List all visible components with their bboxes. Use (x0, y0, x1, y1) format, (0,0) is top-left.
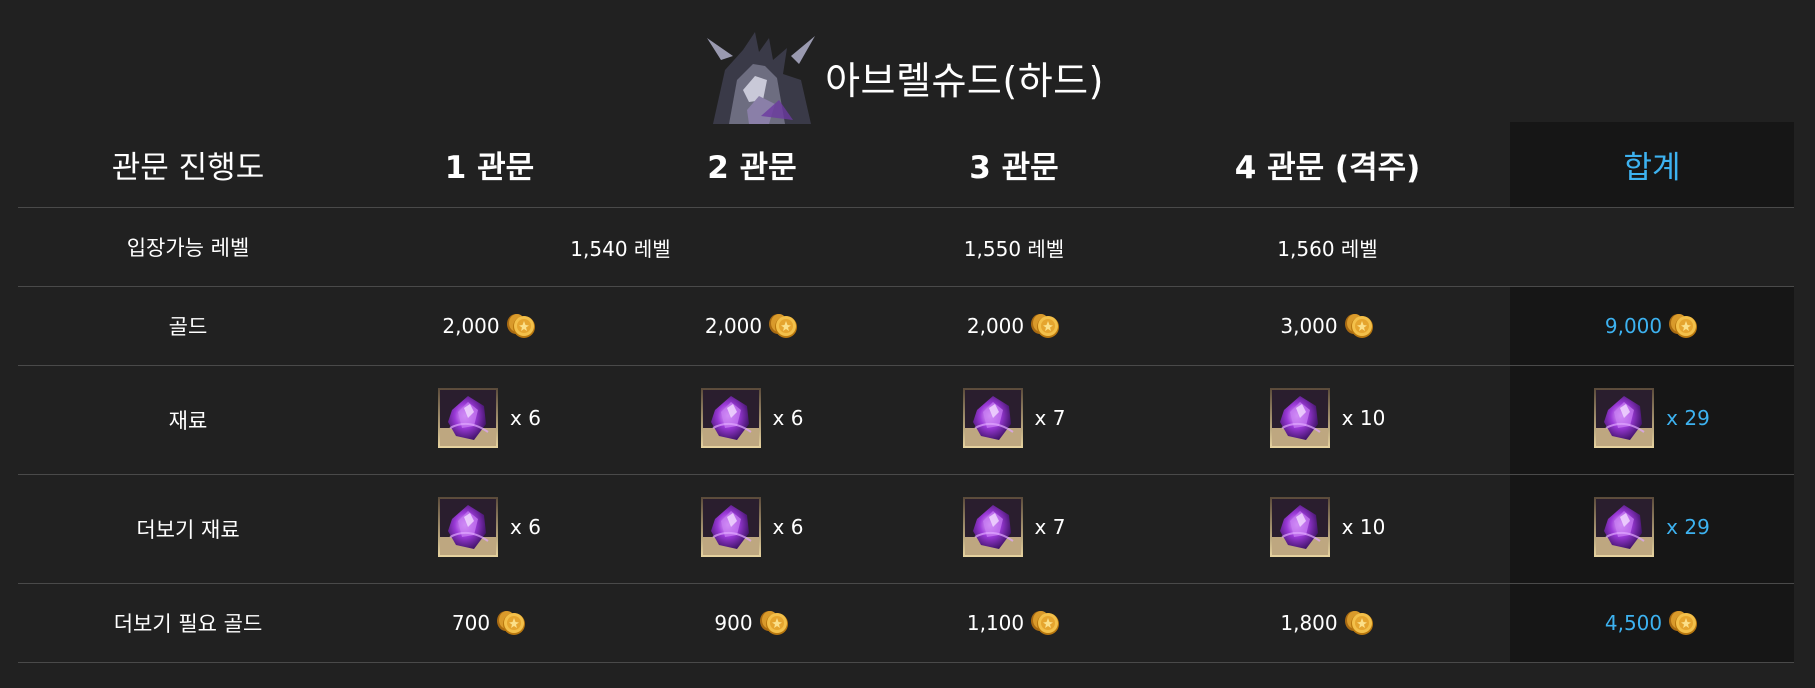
header-gate-2: 2 관문 (621, 122, 883, 208)
table-row-entry-level: 입장가능 레벨 1,540 레벨 1,550 레벨 1,560 레벨 (18, 207, 1794, 287)
purple-crystal-material-icon (963, 497, 1023, 557)
more-gold-gate-2: 900 (621, 583, 883, 663)
entry-level-total (1510, 207, 1794, 287)
header-gate-3: 3 관문 (883, 122, 1145, 208)
row-label-more-material: 더보기 재료 (18, 474, 358, 584)
gold-coin-icon (759, 609, 790, 637)
table-row-gold: 골드 2,000 2,000 2,000 3,000 9,000 (18, 286, 1794, 366)
header-gate-4: 4 관문 (격주) (1145, 122, 1510, 208)
gold-coin-icon (1344, 312, 1375, 340)
gold-coin-icon (1668, 312, 1699, 340)
row-label-entry-level: 입장가능 레벨 (18, 207, 358, 287)
purple-crystal-material-icon (963, 388, 1023, 448)
more-gold-gate-3: 1,100 (883, 583, 1145, 663)
table-row-material: 재료 x 6 x 6 x 7 x 10 x 29 (18, 365, 1794, 475)
purple-crystal-material-icon (1270, 388, 1330, 448)
more-gold-gate-4: 1,800 (1145, 583, 1510, 663)
purple-crystal-material-icon (1594, 388, 1654, 448)
more-gold-total: 4,500 (1510, 583, 1794, 663)
purple-crystal-material-icon (701, 388, 761, 448)
material-gate-3: x 7 (883, 365, 1145, 475)
material-total: x 29 (1510, 365, 1794, 475)
purple-crystal-material-icon (701, 497, 761, 557)
gold-gate-3: 2,000 (883, 286, 1145, 366)
more-material-gate-4: x 10 (1145, 474, 1510, 584)
entry-level-gate-4: 1,560 레벨 (1145, 207, 1510, 287)
gold-gate-4: 3,000 (1145, 286, 1510, 366)
more-material-gate-2: x 6 (621, 474, 883, 584)
header-progress-label: 관문 진행도 (18, 122, 358, 208)
gold-coin-icon (496, 609, 527, 637)
table-row-more-gold: 더보기 필요 골드 700 900 1,100 1,800 4,500 (18, 583, 1794, 663)
gold-gate-1: 2,000 (358, 286, 621, 366)
gold-total: 9,000 (1510, 286, 1794, 366)
material-gate-1: x 6 (358, 365, 621, 475)
gold-coin-icon (1030, 312, 1061, 340)
entry-level-gate-1-2: 1,540 레벨 (358, 207, 883, 287)
material-gate-4: x 10 (1145, 365, 1510, 475)
gold-gate-2: 2,000 (621, 286, 883, 366)
row-label-material: 재료 (18, 365, 358, 475)
row-label-gold: 골드 (18, 286, 358, 366)
gold-coin-icon (768, 312, 799, 340)
more-material-gate-3: x 7 (883, 474, 1145, 584)
material-gate-2: x 6 (621, 365, 883, 475)
header-total: 합계 (1510, 122, 1794, 208)
more-material-gate-1: x 6 (358, 474, 621, 584)
purple-crystal-material-icon (1594, 497, 1654, 557)
purple-crystal-material-icon (438, 497, 498, 557)
boss-portrait-icon (703, 30, 822, 124)
more-material-total: x 29 (1510, 474, 1794, 584)
gold-coin-icon (1344, 609, 1375, 637)
gold-coin-icon (506, 312, 537, 340)
gold-coin-icon (1030, 609, 1061, 637)
raid-title: 아브렐슈드(하드) (825, 58, 1104, 103)
table-row-more-material: 더보기 재료 x 6 x 6 x 7 x 10 x 29 (18, 474, 1794, 584)
header-gate-1: 1 관문 (358, 122, 621, 208)
gold-coin-icon (1668, 609, 1699, 637)
raid-title-row: 아브렐슈드(하드) (0, 30, 1815, 124)
purple-crystal-material-icon (1270, 497, 1330, 557)
more-gold-gate-1: 700 (358, 583, 621, 663)
row-label-more-gold: 더보기 필요 골드 (18, 583, 358, 663)
entry-level-gate-3: 1,550 레벨 (883, 207, 1145, 287)
table-header-row: 관문 진행도 1 관문 2 관문 3 관문 4 관문 (격주) 합계 (18, 122, 1794, 208)
raid-reward-table: 관문 진행도 1 관문 2 관문 3 관문 4 관문 (격주) 합계 입장가능 … (18, 122, 1794, 663)
purple-crystal-material-icon (438, 388, 498, 448)
